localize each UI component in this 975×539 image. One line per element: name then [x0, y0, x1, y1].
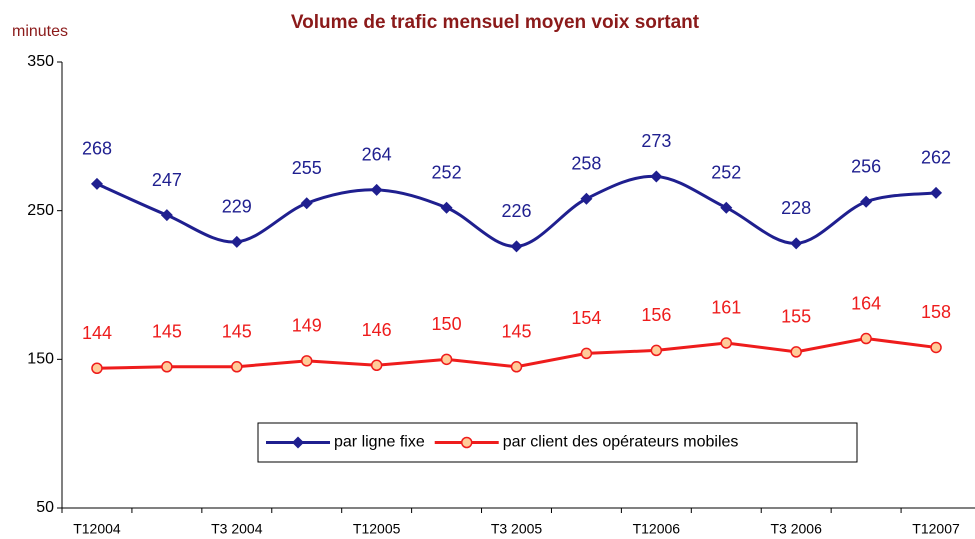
legend-label: par client des opérateurs mobiles [503, 434, 739, 451]
data-label: 164 [851, 293, 881, 313]
data-label: 155 [781, 307, 811, 327]
x-tick-label: T12004 [73, 521, 121, 537]
marker [720, 201, 733, 214]
data-label: 256 [851, 156, 881, 176]
data-label: 154 [571, 308, 601, 328]
x-tick-label: T3 2006 [771, 521, 823, 537]
data-label: 264 [362, 145, 392, 165]
y-tick-label: 250 [27, 202, 54, 219]
marker [860, 195, 873, 208]
data-label: 145 [152, 322, 182, 342]
y-axis-label: minutes [12, 23, 68, 40]
data-label: 262 [921, 148, 951, 168]
legend-marker [292, 436, 304, 449]
marker [230, 235, 243, 248]
marker [930, 341, 942, 354]
data-label: 145 [222, 322, 252, 342]
y-tick-label: 50 [36, 499, 54, 516]
data-label: 255 [292, 158, 322, 178]
data-label: 150 [432, 314, 462, 334]
marker [300, 197, 313, 210]
data-label: 149 [292, 316, 322, 336]
legend-box [257, 422, 858, 463]
marker [650, 344, 663, 357]
marker [580, 192, 593, 205]
data-label: 228 [781, 198, 811, 218]
marker [650, 170, 663, 183]
marker [161, 361, 173, 373]
marker [231, 361, 243, 373]
marker [440, 201, 453, 214]
marker [300, 355, 313, 367]
data-label: 273 [641, 131, 671, 151]
marker [510, 240, 523, 253]
x-tick-label: T12006 [633, 521, 681, 537]
data-label: 226 [501, 201, 531, 221]
data-label: 229 [222, 197, 252, 217]
marker [160, 209, 173, 222]
marker [720, 337, 733, 349]
x-tick-label: T12005 [353, 521, 401, 537]
marker [91, 362, 103, 375]
x-tick-label: T3 2005 [491, 521, 543, 537]
legend-marker [460, 436, 473, 449]
data-label: 247 [152, 170, 182, 190]
x-tick-label: T3 2004 [211, 521, 263, 537]
marker [580, 347, 593, 360]
x-tick-label: T12007 [912, 521, 960, 537]
chart-title: Volume de trafic mensuel moyen voix sort… [291, 12, 700, 33]
marker [930, 186, 943, 199]
marker [510, 361, 523, 373]
marker [790, 346, 802, 358]
marker [370, 183, 383, 196]
marker [370, 359, 383, 372]
marker [860, 332, 872, 345]
data-label: 268 [82, 139, 112, 159]
y-tick-label: 350 [27, 53, 54, 70]
data-label: 258 [571, 154, 601, 174]
y-tick-label: 150 [27, 351, 54, 368]
data-label: 252 [711, 162, 741, 182]
data-label: 144 [82, 323, 112, 343]
data-label: 146 [362, 320, 392, 340]
data-label: 252 [432, 162, 462, 182]
data-label: 161 [711, 298, 741, 318]
marker [790, 237, 803, 250]
data-label: 158 [921, 302, 951, 322]
data-label: 156 [641, 305, 671, 325]
marker [440, 353, 453, 366]
marker [90, 177, 103, 190]
legend-label: par ligne fixe [334, 434, 425, 451]
data-label: 145 [501, 322, 531, 342]
